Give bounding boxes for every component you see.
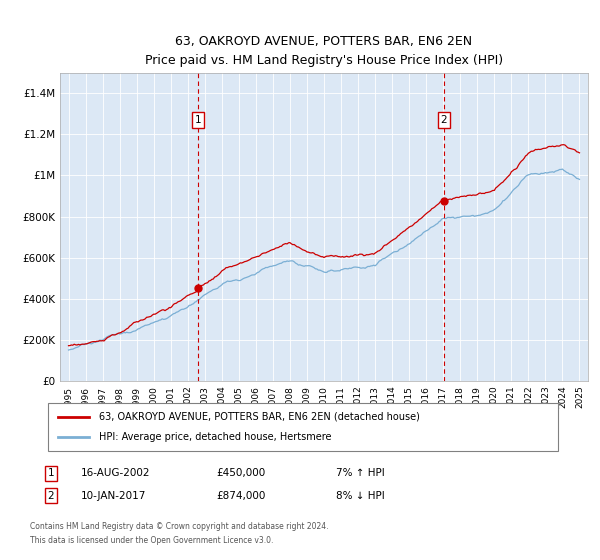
FancyBboxPatch shape xyxy=(48,403,558,451)
Text: £450,000: £450,000 xyxy=(216,468,265,478)
Text: 2: 2 xyxy=(440,115,447,125)
Text: HPI: Average price, detached house, Hertsmere: HPI: Average price, detached house, Hert… xyxy=(99,432,331,442)
Text: 2: 2 xyxy=(47,491,55,501)
Text: 16-AUG-2002: 16-AUG-2002 xyxy=(81,468,151,478)
Title: 63, OAKROYD AVENUE, POTTERS BAR, EN6 2EN
Price paid vs. HM Land Registry's House: 63, OAKROYD AVENUE, POTTERS BAR, EN6 2EN… xyxy=(145,35,503,67)
Text: 1: 1 xyxy=(195,115,202,125)
Text: 1: 1 xyxy=(47,468,55,478)
Text: £874,000: £874,000 xyxy=(216,491,265,501)
Text: This data is licensed under the Open Government Licence v3.0.: This data is licensed under the Open Gov… xyxy=(30,536,274,545)
Text: 8% ↓ HPI: 8% ↓ HPI xyxy=(336,491,385,501)
Text: Contains HM Land Registry data © Crown copyright and database right 2024.: Contains HM Land Registry data © Crown c… xyxy=(30,522,329,531)
Text: 10-JAN-2017: 10-JAN-2017 xyxy=(81,491,146,501)
Text: 63, OAKROYD AVENUE, POTTERS BAR, EN6 2EN (detached house): 63, OAKROYD AVENUE, POTTERS BAR, EN6 2EN… xyxy=(99,412,420,422)
Text: 7% ↑ HPI: 7% ↑ HPI xyxy=(336,468,385,478)
